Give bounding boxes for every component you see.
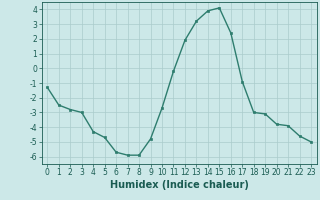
X-axis label: Humidex (Indice chaleur): Humidex (Indice chaleur) — [110, 180, 249, 190]
